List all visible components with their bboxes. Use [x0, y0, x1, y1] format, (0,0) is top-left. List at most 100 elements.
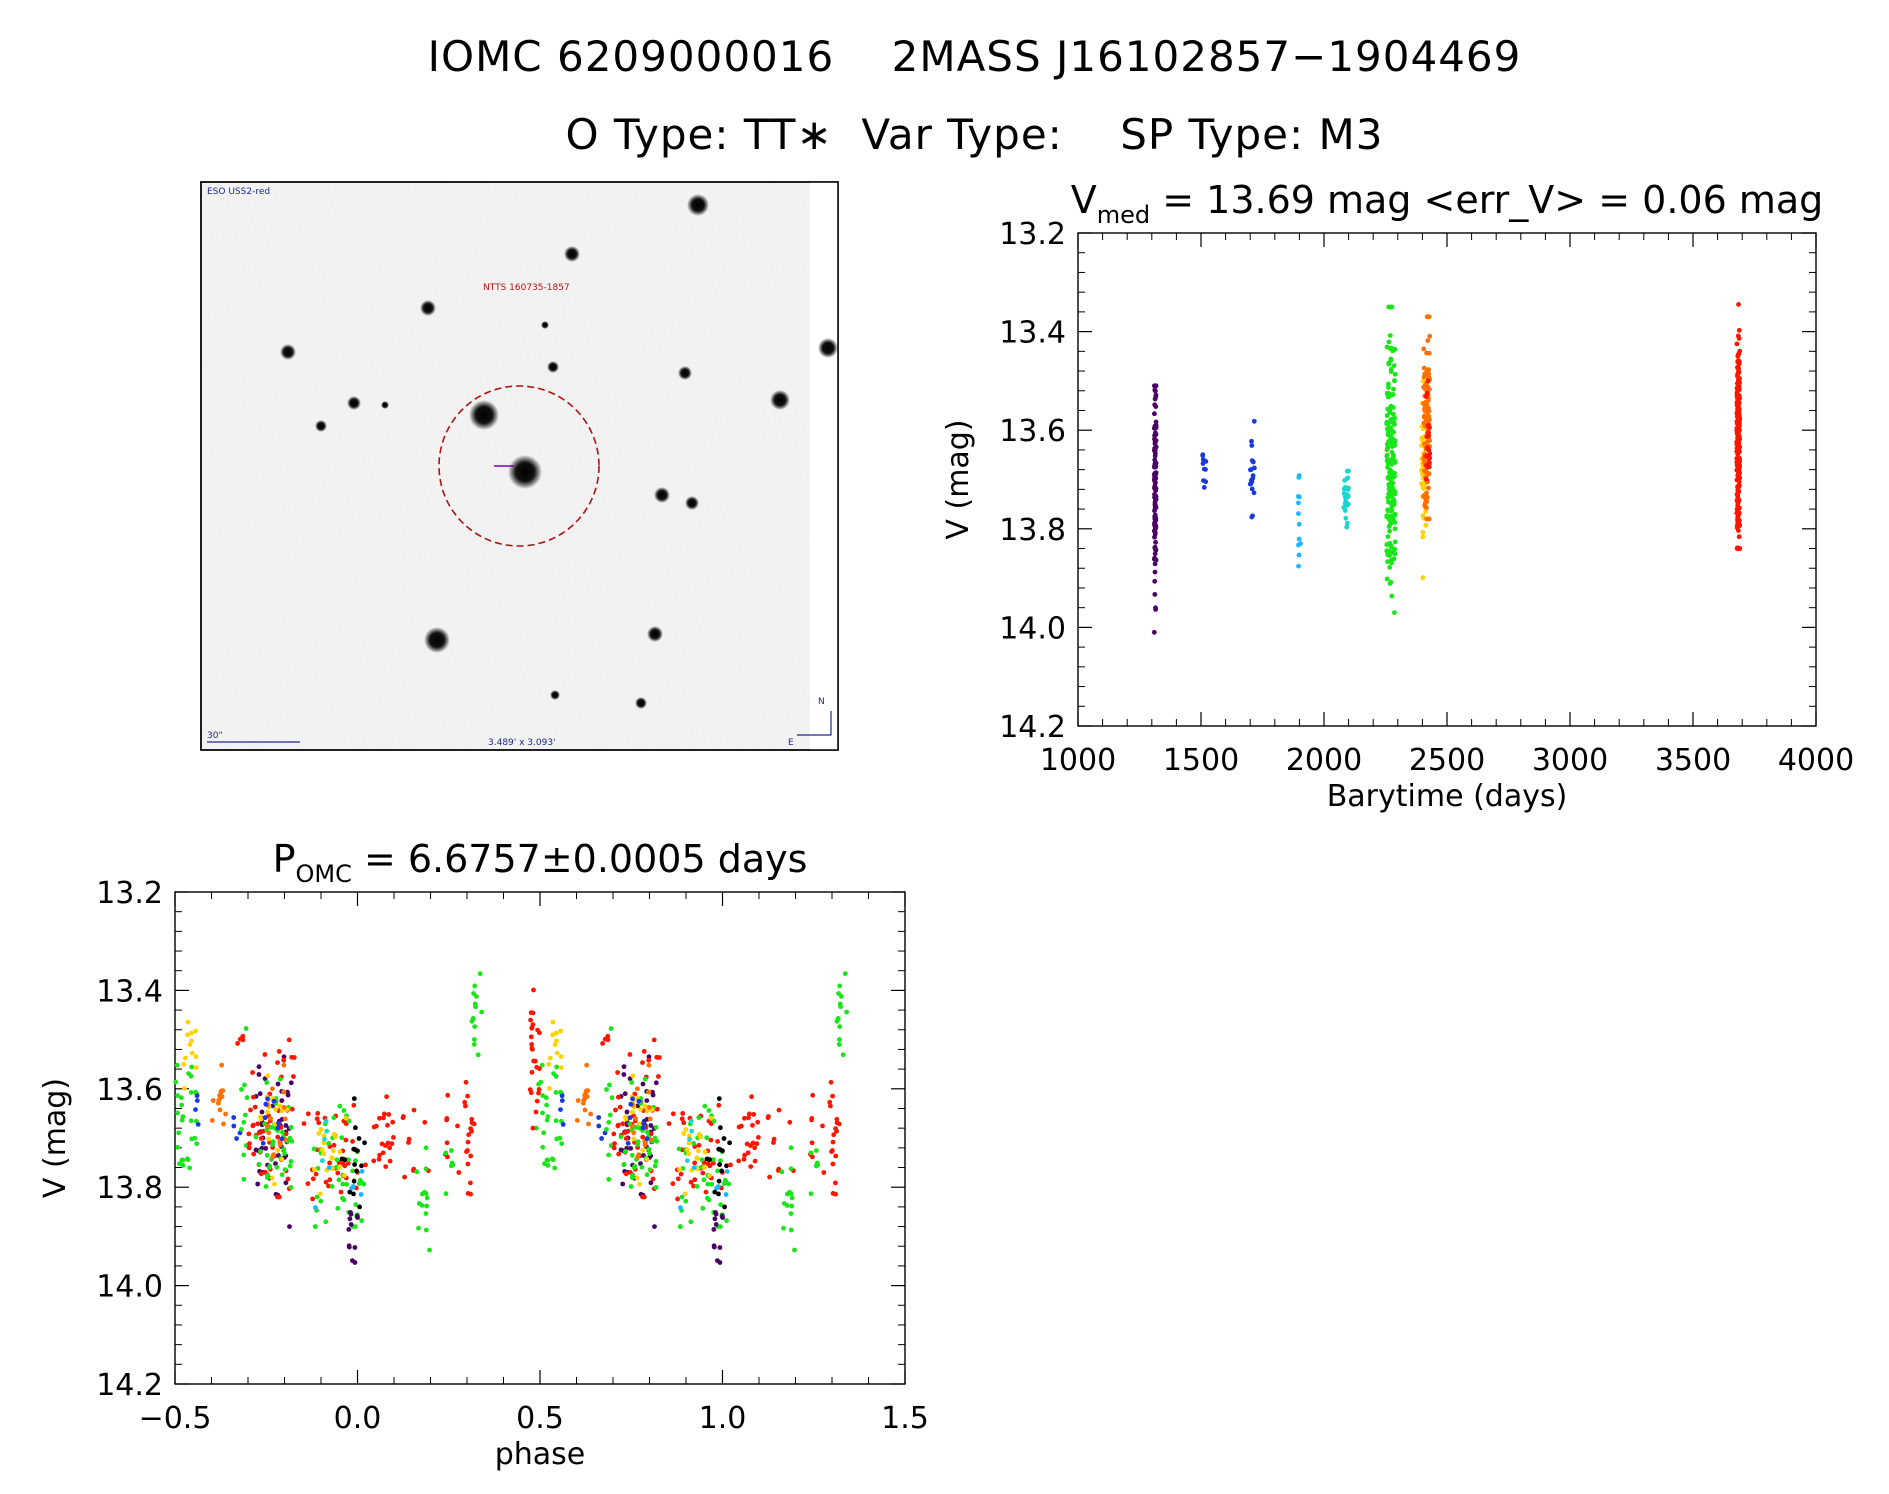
phased-data-point [532, 1058, 538, 1064]
phased-data-point [623, 1136, 629, 1141]
phased-data-point [707, 1173, 712, 1179]
phased-data-point [275, 1125, 281, 1131]
phased-data-point [628, 1184, 634, 1189]
lightcurve-data-point [1249, 438, 1254, 444]
phased-data-point [179, 1117, 185, 1123]
phased-data-point [646, 1089, 652, 1095]
phased-data-point [329, 1184, 335, 1189]
lightcurve-data-point [1425, 494, 1430, 500]
phased-data-point [787, 1119, 793, 1125]
phased-data-point [351, 1096, 357, 1101]
phased-data-point [448, 1163, 454, 1169]
phased-data-point [637, 1181, 642, 1187]
phased-data-point [471, 1042, 477, 1047]
lightcurve-x-tick-label: 2000 [1286, 743, 1362, 778]
phased-data-point [265, 1096, 270, 1102]
lightcurve-data-point [1152, 512, 1158, 518]
phased-data-point [281, 1146, 287, 1152]
lightcurve-data-point [1296, 536, 1302, 542]
phased-data-point [558, 1107, 563, 1112]
phased-data-point [830, 1139, 836, 1145]
phased-data-point [258, 1136, 264, 1141]
phased-data-point [215, 1100, 221, 1106]
phased-data-point [645, 1129, 650, 1135]
phased-data-point [475, 1052, 481, 1058]
phased-data-point [721, 1136, 727, 1141]
phased-data-point [187, 1165, 193, 1171]
phased-data-point [331, 1142, 337, 1148]
phased-data-point [422, 1189, 427, 1195]
phased-data-point [316, 1120, 322, 1126]
lightcurve-data-point [1737, 415, 1742, 421]
phased-data-point [704, 1135, 710, 1141]
phased-data-point [679, 1194, 685, 1200]
phased-data-point [699, 1157, 705, 1163]
phased-data-point [287, 1224, 292, 1229]
plot-title-types: O Type: TT∗ Var Type: SP Type: M3 [565, 110, 1384, 159]
lightcurve-data-point [1425, 472, 1430, 478]
phased-data-point [359, 1218, 364, 1224]
phased-data-point [186, 1071, 192, 1076]
star [280, 344, 296, 360]
lightcurve-data-point [1426, 485, 1431, 491]
phased-data-point [477, 971, 483, 977]
phased-data-point [642, 1142, 648, 1148]
phased-data-point [615, 1070, 620, 1075]
phased-data-point [744, 1141, 750, 1147]
phased-data-point [611, 1131, 617, 1137]
star [420, 300, 436, 316]
lightcurve-data-point [1249, 443, 1255, 448]
phased-data-point [551, 1071, 556, 1076]
phased-data-point [188, 1090, 194, 1095]
star [541, 321, 549, 329]
phased-data-point [623, 1171, 629, 1177]
phased-data-point [687, 1136, 692, 1142]
phased-data-point [362, 1140, 367, 1146]
phased-data-point [283, 1180, 289, 1186]
phased-data-point [677, 1224, 683, 1229]
phased-data-point [550, 1032, 555, 1038]
lightcurve-data-point [1391, 474, 1397, 480]
phased-data-point [724, 1163, 729, 1169]
phased-data-point [534, 1125, 539, 1131]
lightcurve-data-point [1734, 425, 1740, 431]
phased-data-point [604, 1087, 609, 1092]
lightcurve-data-point [1252, 465, 1257, 471]
phased-data-point [651, 1037, 657, 1043]
star [469, 400, 499, 430]
phased-data-point [679, 1116, 685, 1122]
phased-data-point [466, 1132, 472, 1138]
phased-data-point [691, 1183, 696, 1189]
lightcurve-data-point [1386, 391, 1392, 396]
phased-data-point [749, 1094, 754, 1100]
phased-data-point [468, 1126, 473, 1131]
phased-data-point [544, 1117, 550, 1123]
phased-data-point [271, 1152, 277, 1157]
phased-data-point [833, 1153, 839, 1159]
lightcurve-data-point [1152, 396, 1158, 402]
lightcurve-data-point [1388, 542, 1394, 548]
lightcurve-data-point [1426, 464, 1432, 470]
phased-data-point [712, 1216, 718, 1222]
phased-data-point [702, 1165, 707, 1170]
phased-data-point [193, 1054, 199, 1059]
phased-data-point [411, 1107, 417, 1113]
phased-data-point [648, 1137, 654, 1143]
lightcurve-data-point [1736, 406, 1742, 412]
phased-data-point [283, 1123, 289, 1128]
lightcurve-x-tick-label: 3000 [1532, 743, 1608, 778]
phased-data-point [255, 1181, 261, 1187]
phased-data-point [536, 1087, 542, 1092]
phased-data-point [621, 1064, 627, 1070]
lightcurve-data-point [1384, 344, 1390, 350]
finder-fov-label: 3.489' x 3.093' [488, 738, 556, 748]
phased-data-point [291, 1055, 297, 1060]
phased-data-point [717, 1147, 723, 1152]
phased-data-point [756, 1135, 761, 1140]
phased-data-point [784, 1203, 790, 1208]
lightcurve-data-point [1425, 338, 1431, 343]
phased-data-point [552, 1042, 558, 1048]
lightcurve-data-point [1345, 487, 1351, 492]
phased-data-point [640, 1147, 646, 1153]
phased-x-axis-label: phase [495, 1437, 586, 1472]
